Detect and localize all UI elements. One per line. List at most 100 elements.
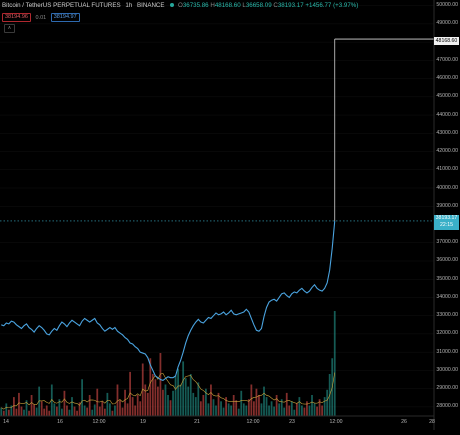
exchange-label: BINANCE — [137, 2, 165, 9]
volume-bar — [121, 407, 124, 416]
grid — [0, 5, 434, 408]
last-price-badge: 38193.17 22:15 — [434, 215, 459, 230]
volume-bar — [222, 407, 225, 416]
volume-bar — [33, 404, 35, 416]
volume-bar — [7, 409, 10, 416]
volume-bar — [301, 405, 303, 416]
ohlc-high: H48168.60 — [210, 2, 241, 9]
volume-bar — [333, 311, 336, 416]
volume-bar — [172, 390, 174, 416]
volume-bar — [48, 410, 51, 416]
volume-bar — [154, 379, 157, 416]
price-tick-label: 46000.00 — [436, 75, 458, 82]
volume-bar — [230, 405, 233, 416]
volume-bar — [116, 384, 119, 416]
buy-button[interactable]: 38194.97 — [50, 13, 80, 22]
volume-bar — [179, 384, 182, 416]
volume-bar — [237, 408, 240, 416]
volume-bar — [245, 405, 248, 416]
symbol-name[interactable]: Bitcoin / TetherUS PERPETUAL FUTURES — [2, 2, 121, 9]
volume-bar — [210, 384, 212, 416]
volume-bar — [151, 374, 154, 416]
volume-bar — [323, 397, 326, 416]
volume-bar — [83, 405, 86, 416]
volume-bar — [192, 392, 195, 416]
price-tick-label: 37000.00 — [436, 239, 458, 246]
price-series-line — [1, 220, 336, 382]
sell-button[interactable]: 38194.96 — [2, 13, 31, 22]
volume-bar — [55, 406, 58, 416]
volume-bar — [25, 400, 28, 416]
volume-bar — [126, 403, 129, 416]
price-change: +1456.77 (+3.97%) — [305, 2, 359, 9]
volume-bar — [40, 401, 43, 416]
price-tick-label: 35000.00 — [436, 275, 458, 282]
price-tick-label: 50000.00 — [436, 2, 458, 9]
price-tick-label: 42000.00 — [436, 148, 458, 155]
volume-bar — [189, 374, 192, 416]
volume-bar — [109, 403, 111, 416]
volume-bar — [167, 395, 169, 416]
volume-bar — [134, 405, 137, 416]
volume-bar — [119, 400, 121, 416]
time-tick-label: 26 — [401, 419, 407, 425]
time-tick-label: 14 — [3, 419, 9, 425]
volume-bar — [298, 397, 301, 416]
volume-bar — [73, 406, 76, 416]
price-tick-label: 29000.00 — [436, 385, 458, 392]
volume-bar — [273, 406, 275, 416]
price-tick-label: 32000.00 — [436, 330, 458, 337]
volume-bar — [255, 388, 258, 416]
volume-bar — [207, 403, 210, 416]
collapse-legend-button[interactable]: ∧ — [4, 24, 15, 33]
volume-bar — [260, 403, 263, 416]
bar-countdown: 22:15 — [440, 222, 453, 228]
volume-bar — [194, 397, 197, 416]
volume-bar — [240, 390, 243, 416]
volume-bar — [169, 400, 172, 416]
volume-bar — [270, 401, 273, 416]
volume-bar — [28, 410, 30, 416]
volume-bar — [232, 395, 235, 416]
volume-bar — [136, 395, 139, 416]
volume-bar — [58, 399, 61, 416]
volume-bar — [10, 405, 13, 416]
interval-label[interactable]: 1h — [125, 2, 133, 9]
volume-bar — [308, 405, 311, 416]
volume-bar — [144, 384, 147, 416]
volume-bar — [78, 402, 81, 416]
ohlc-close: C38193.17 — [273, 2, 304, 9]
symbol-legend[interactable]: Bitcoin / TetherUS PERPETUAL FUTURES 1h … — [2, 2, 358, 9]
time-tick-label: 16 — [57, 419, 63, 425]
volume-bar — [124, 389, 126, 416]
volume-bar — [61, 408, 63, 416]
volume-bar — [13, 397, 15, 416]
time-tick-label: 12:00 — [329, 419, 343, 425]
chevron-up-icon: ∧ — [7, 25, 12, 31]
volume-bar — [5, 403, 8, 416]
time-tick-label: 12:00 — [246, 419, 260, 425]
volume-bar — [197, 382, 200, 416]
time-tick-label: 12:00 — [92, 419, 106, 425]
volume-bar — [157, 386, 159, 416]
volume-bar — [139, 401, 142, 416]
volume-bar — [88, 395, 91, 416]
volume-bar — [2, 410, 5, 416]
price-tick-label: 47000.00 — [436, 56, 458, 63]
volume-bar — [23, 409, 25, 416]
volume-bar — [129, 371, 131, 416]
price-tick-label: 49000.00 — [436, 20, 458, 27]
volume-bar — [242, 403, 245, 416]
volume-bar — [18, 392, 20, 416]
volume-bar — [93, 404, 96, 416]
volume-bar — [275, 395, 278, 416]
price-tick-label: 31000.00 — [436, 348, 458, 355]
volume-bar — [101, 401, 104, 416]
price-tick-label: 43000.00 — [436, 129, 458, 136]
volume-bar — [98, 406, 101, 416]
volume-bar — [131, 397, 134, 416]
volume-bar — [293, 409, 296, 416]
volume-bar — [265, 397, 268, 416]
